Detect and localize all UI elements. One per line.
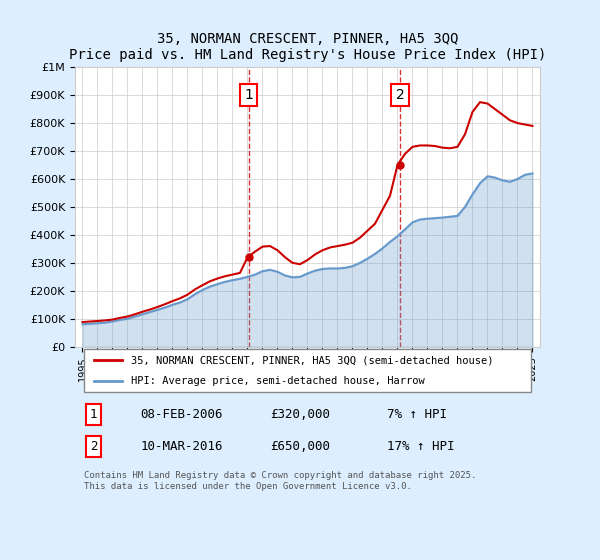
Text: 7% ↑ HPI: 7% ↑ HPI bbox=[386, 408, 446, 421]
Text: 10-MAR-2016: 10-MAR-2016 bbox=[140, 440, 223, 453]
Text: 17% ↑ HPI: 17% ↑ HPI bbox=[386, 440, 454, 453]
Text: 35, NORMAN CRESCENT, PINNER, HA5 3QQ (semi-detached house): 35, NORMAN CRESCENT, PINNER, HA5 3QQ (se… bbox=[131, 355, 493, 365]
Text: £320,000: £320,000 bbox=[270, 408, 330, 421]
Title: 35, NORMAN CRESCENT, PINNER, HA5 3QQ
Price paid vs. HM Land Registry's House Pri: 35, NORMAN CRESCENT, PINNER, HA5 3QQ Pri… bbox=[69, 32, 546, 62]
Text: 1: 1 bbox=[244, 88, 253, 102]
Text: 2: 2 bbox=[395, 88, 404, 102]
Text: HPI: Average price, semi-detached house, Harrow: HPI: Average price, semi-detached house,… bbox=[131, 376, 425, 386]
Text: 2: 2 bbox=[90, 440, 97, 453]
FancyBboxPatch shape bbox=[84, 349, 531, 392]
Text: 08-FEB-2006: 08-FEB-2006 bbox=[140, 408, 223, 421]
Text: 1: 1 bbox=[90, 408, 97, 421]
Text: £650,000: £650,000 bbox=[270, 440, 330, 453]
Text: Contains HM Land Registry data © Crown copyright and database right 2025.
This d: Contains HM Land Registry data © Crown c… bbox=[84, 472, 476, 491]
